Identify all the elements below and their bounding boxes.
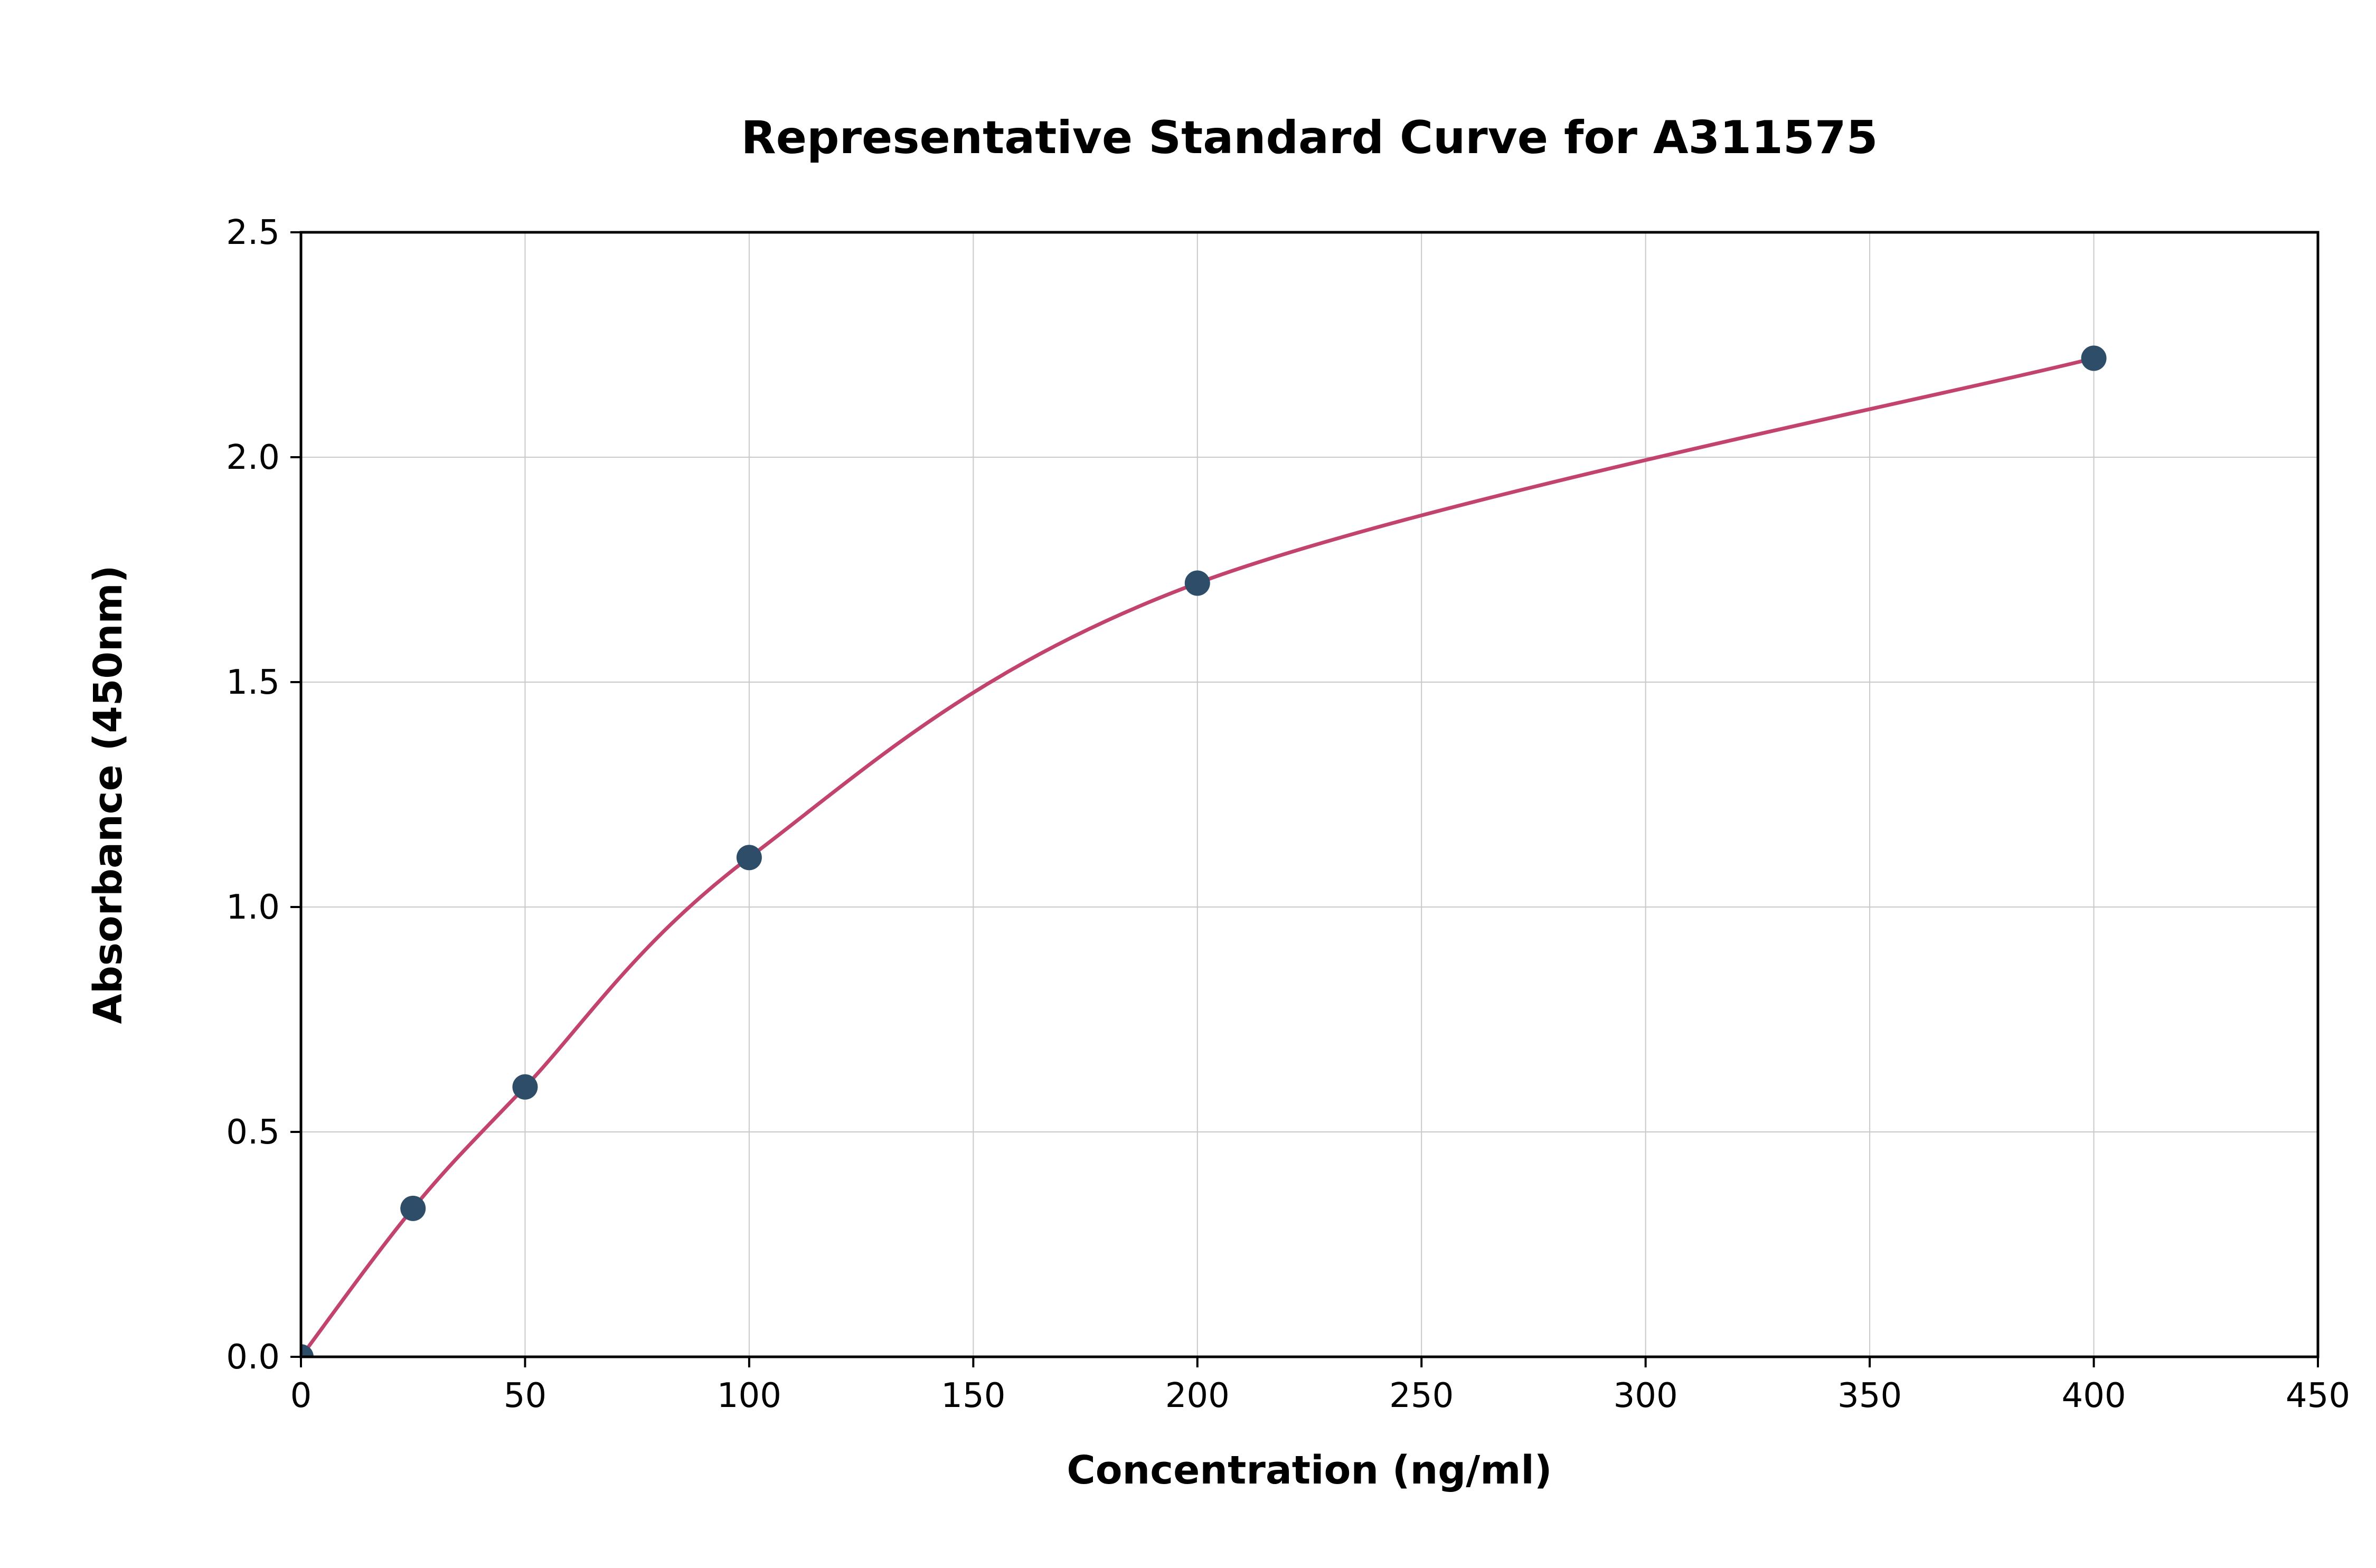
y-tick-label: 2.0 bbox=[226, 438, 280, 477]
x-tick-label: 250 bbox=[1389, 1376, 1454, 1415]
x-tick-label: 50 bbox=[504, 1376, 546, 1415]
axis-ticks: 0 50 100 150 200 250 300 350 400 450 0.0 0.5 1.0 1.5 2… bbox=[226, 213, 2350, 1415]
chart-title: Representative Standard Curve for A31157… bbox=[741, 111, 1878, 164]
x-axis-label: Concentration (ng/ml) bbox=[1067, 1448, 1552, 1493]
y-axis-label: Absorbance (450nm) bbox=[86, 565, 131, 1024]
plot-border bbox=[299, 231, 2320, 1358]
y-tick-label: 1.5 bbox=[226, 663, 280, 702]
data-point-marker bbox=[1184, 570, 1210, 596]
plot-data-layer bbox=[301, 345, 2107, 1357]
y-tick-label: 1.0 bbox=[226, 888, 280, 927]
y-tick-label: 2.5 bbox=[226, 213, 280, 252]
x-tick-label: 100 bbox=[717, 1376, 781, 1415]
standard-curve-line bbox=[301, 356, 2096, 1357]
x-tick-label: 200 bbox=[1165, 1376, 1230, 1415]
y-tick-label: 0.0 bbox=[226, 1338, 280, 1377]
data-point-marker bbox=[736, 845, 762, 871]
x-tick-label: 300 bbox=[1614, 1376, 1678, 1415]
data-point-marker bbox=[400, 1195, 426, 1221]
x-tick-label: 350 bbox=[1837, 1376, 1902, 1415]
x-tick-label: 400 bbox=[2061, 1376, 2126, 1415]
x-tick-label: 450 bbox=[2286, 1376, 2350, 1415]
x-tick-label: 150 bbox=[941, 1376, 1005, 1415]
grid-lines bbox=[300, 232, 2318, 1357]
data-point-marker bbox=[2081, 345, 2107, 371]
data-point-marker bbox=[301, 1344, 314, 1357]
data-point-marker bbox=[512, 1074, 538, 1100]
y-tick-label: 0.5 bbox=[226, 1113, 280, 1152]
x-tick-label: 0 bbox=[290, 1376, 312, 1415]
